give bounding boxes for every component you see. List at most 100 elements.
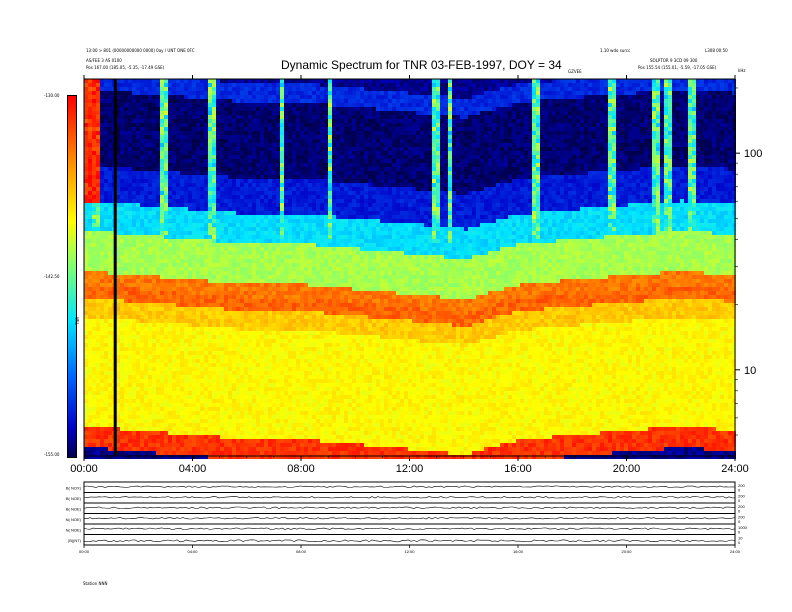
spectrogram-cell: [200, 371, 204, 375]
spectrogram-cell: [280, 95, 284, 99]
spectrogram-cell: [108, 107, 112, 111]
spectrogram-cell: [180, 315, 184, 319]
spectrogram-cell: [224, 247, 228, 251]
spectrogram-cell: [236, 367, 240, 371]
spectrogram-cell: [212, 271, 216, 275]
spectrogram-cell: [192, 107, 196, 111]
spectrogram-cell: [204, 215, 208, 219]
spectrogram-cell: [216, 319, 220, 323]
spectrogram-cell: [288, 207, 292, 211]
spectrogram-cell: [212, 211, 216, 215]
spectrogram-cell: [208, 319, 212, 323]
spectrogram-cell: [216, 419, 220, 423]
spectrogram-cell: [252, 215, 256, 219]
spectrogram-cell: [228, 331, 232, 335]
spectrogram-cell: [160, 95, 164, 99]
spectrogram-cell: [260, 79, 264, 83]
spectrogram-cell: [220, 119, 224, 123]
spectrogram-cell: [144, 275, 148, 279]
spectrogram-cell: [132, 359, 136, 363]
spectrogram-cell: [128, 175, 132, 179]
spectrogram-cell: [252, 79, 256, 83]
spectrogram-cell: [228, 343, 232, 347]
spectrogram-cell: [244, 115, 248, 119]
spectrogram-cell: [248, 303, 252, 307]
spectrogram-cell: [288, 403, 292, 407]
spectrogram-cell: [288, 147, 292, 151]
spectrogram-cell: [248, 423, 252, 427]
spectrogram-cell: [124, 383, 128, 387]
spectrogram-cell: [200, 271, 204, 275]
spectrogram-cell: [252, 407, 256, 411]
spectrogram-cell: [252, 343, 256, 347]
spectrogram-cell: [252, 147, 256, 151]
spectrogram-cell: [136, 311, 140, 315]
spectrogram-cell: [288, 219, 292, 223]
spectrogram-cell: [96, 431, 100, 435]
spectrogram-cell: [132, 111, 136, 115]
spectrogram-cell: [268, 307, 272, 311]
spectrogram-cell: [220, 211, 224, 215]
spectrogram-cell: [260, 115, 264, 119]
spectrogram-cell: [292, 179, 296, 183]
spectrogram-cell: [128, 259, 132, 263]
spectrogram-cell: [192, 419, 196, 423]
spectrogram-cell: [100, 235, 104, 239]
spectrogram-cell: [100, 395, 104, 399]
spectrogram-cell: [192, 215, 196, 219]
spectrogram-cell: [152, 175, 156, 179]
spectrogram-cell: [232, 399, 236, 403]
spectrogram-cell: [176, 135, 180, 139]
spectrogram-cell: [252, 151, 256, 155]
spectrogram-cell: [260, 359, 264, 363]
spectrogram-cell: [96, 87, 100, 91]
spectrogram-cell: [156, 99, 160, 103]
spectrogram-cell: [216, 387, 220, 391]
spectrogram-cell: [248, 259, 252, 263]
spectrogram-cell: [200, 295, 204, 299]
spectrogram-cell: [216, 251, 220, 255]
spectrogram-cell: [148, 155, 152, 159]
spectrogram-cell: [172, 259, 176, 263]
spectrogram-cell: [160, 251, 164, 255]
spectrogram-cell: [176, 115, 180, 119]
spectrogram-cell: [132, 159, 136, 163]
spectrogram-cell: [148, 395, 152, 399]
spectrogram-cell: [252, 347, 256, 351]
spectrogram-cell: [160, 415, 164, 419]
spectrogram-cell: [264, 383, 268, 387]
spectrogram-cell: [176, 451, 180, 455]
spectrogram-cell: [272, 423, 276, 427]
spectrogram-cell: [192, 423, 196, 427]
spectrogram-cell: [84, 107, 88, 111]
spectrogram-cell: [144, 387, 148, 391]
spectrogram-cell: [108, 395, 112, 399]
spectrogram-cell: [188, 255, 192, 259]
spectrogram-cell: [228, 167, 232, 171]
spectrogram-cell: [188, 179, 192, 183]
spectrogram-cell: [200, 255, 204, 259]
spectrogram-cell: [104, 219, 108, 223]
spectrogram-cell: [136, 91, 140, 95]
spectrogram-cell: [116, 403, 120, 407]
spectrogram-cell: [228, 179, 232, 183]
spectrogram-cell: [128, 423, 132, 427]
spectrogram-cell: [156, 95, 160, 99]
spectrogram-cell: [180, 259, 184, 263]
spectrogram-cell: [120, 271, 124, 275]
spectrogram-cell: [140, 187, 144, 191]
spectrogram-cell: [144, 399, 148, 403]
spectrogram-cell: [128, 223, 132, 227]
spectrogram-cell: [168, 327, 172, 331]
spectrogram-cell: [120, 135, 124, 139]
spectrogram-cell: [192, 303, 196, 307]
spectrogram-cell: [168, 207, 172, 211]
spectrogram-cell: [204, 295, 208, 299]
spectrogram-cell: [248, 287, 252, 291]
spectrogram-cell: [268, 203, 272, 207]
spectrogram-cell: [200, 307, 204, 311]
spectrogram-cell: [168, 95, 172, 99]
spectrogram-cell: [188, 323, 192, 327]
spectrogram-cell: [144, 215, 148, 219]
spectrogram-cell: [200, 275, 204, 279]
